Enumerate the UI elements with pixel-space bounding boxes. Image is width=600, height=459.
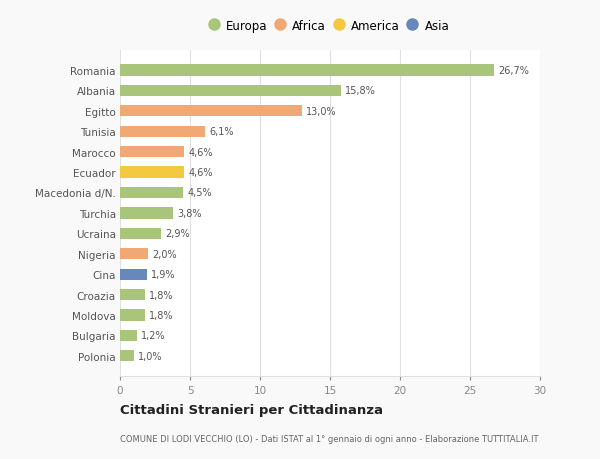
Bar	[120, 167, 184, 178]
Text: 1,2%: 1,2%	[141, 330, 166, 341]
Bar	[120, 126, 205, 138]
Bar	[120, 249, 148, 260]
Text: 6,1%: 6,1%	[209, 127, 234, 137]
Text: 1,8%: 1,8%	[149, 310, 174, 320]
Bar	[120, 310, 145, 321]
Bar	[120, 147, 184, 158]
Text: 3,8%: 3,8%	[178, 208, 202, 218]
Bar	[120, 65, 494, 77]
Bar	[120, 187, 183, 199]
Legend: Europa, Africa, America, Asia: Europa, Africa, America, Asia	[208, 17, 452, 35]
Bar	[120, 208, 173, 219]
Bar	[120, 330, 137, 341]
Text: 13,0%: 13,0%	[306, 106, 337, 117]
Text: 4,6%: 4,6%	[188, 147, 213, 157]
Text: 4,5%: 4,5%	[187, 188, 212, 198]
Bar	[120, 269, 146, 280]
Text: 4,6%: 4,6%	[188, 168, 213, 178]
Text: Cittadini Stranieri per Cittadinanza: Cittadini Stranieri per Cittadinanza	[120, 403, 383, 416]
Text: 15,8%: 15,8%	[346, 86, 376, 96]
Text: 2,0%: 2,0%	[152, 249, 177, 259]
Bar	[120, 289, 145, 301]
Text: 1,0%: 1,0%	[138, 351, 163, 361]
Text: 2,9%: 2,9%	[165, 229, 190, 239]
Text: COMUNE DI LODI VECCHIO (LO) - Dati ISTAT al 1° gennaio di ogni anno - Elaborazio: COMUNE DI LODI VECCHIO (LO) - Dati ISTAT…	[120, 434, 539, 442]
Bar	[120, 106, 302, 117]
Text: 26,7%: 26,7%	[498, 66, 529, 76]
Text: 1,9%: 1,9%	[151, 269, 175, 280]
Bar	[120, 86, 341, 97]
Bar	[120, 228, 161, 240]
Bar	[120, 350, 134, 362]
Text: 1,8%: 1,8%	[149, 290, 174, 300]
